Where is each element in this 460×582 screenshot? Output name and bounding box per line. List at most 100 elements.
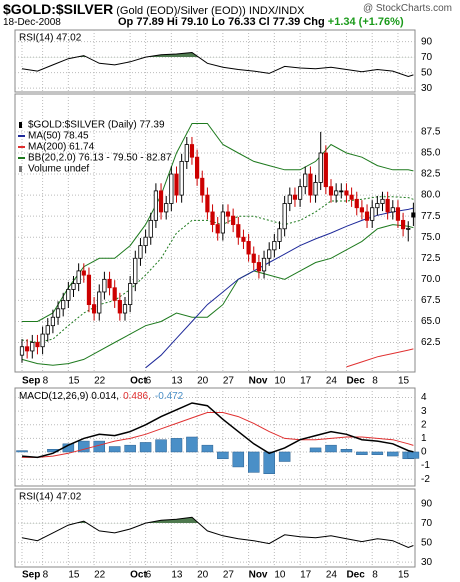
change-label: Chg [303, 16, 325, 28]
x-tick-label: 13 [171, 570, 183, 581]
candle-body [107, 278, 112, 289]
histogram-bar [248, 451, 260, 473]
histogram-bar [217, 451, 229, 460]
candle-body [370, 207, 375, 221]
candle-body [19, 346, 25, 356]
histogram-bar [108, 446, 121, 453]
candle-body [282, 203, 287, 230]
y-tick-label: 30 [421, 557, 433, 568]
y-tick-label: 75.0 [421, 232, 441, 243]
histogram-bar [407, 451, 420, 459]
x-tick-label: 10 [274, 570, 286, 581]
candle-body [267, 249, 272, 259]
y-tick-label: 62.5 [421, 337, 441, 348]
candle-body [50, 316, 56, 327]
candle-body [153, 190, 158, 221]
y-tick-label: 67.5 [421, 295, 441, 306]
y-tick-label: 1 [421, 433, 427, 444]
x-tick-label: 20 [197, 570, 209, 581]
histogram-bar [201, 444, 214, 453]
macd-line [21, 402, 414, 459]
candle-body [287, 194, 292, 204]
description: (Gold (EOD)/Silver (EOD)) [116, 5, 246, 17]
x-tick-label: Sep [22, 570, 40, 581]
histogram-bar [309, 447, 322, 453]
x-tick-label: Sep [22, 376, 40, 387]
candle-body [76, 270, 81, 284]
candle-body [313, 182, 318, 196]
candle-body [81, 270, 86, 276]
x-tick-label: 6 [146, 570, 152, 581]
candle-body [133, 257, 138, 284]
candle-body [406, 227, 411, 230]
candle-body [179, 160, 184, 196]
candle-body [364, 211, 370, 221]
candle-body [61, 299, 66, 310]
histogram-bar [371, 451, 384, 455]
legend-swatch [19, 166, 22, 172]
candle-body [184, 144, 189, 162]
candle-body [344, 190, 349, 196]
candle-body [117, 299, 122, 314]
candle-body [339, 190, 344, 193]
y-tick-label: 65.0 [421, 316, 441, 327]
x-tick-label: 8 [372, 376, 378, 387]
legend-label: $GOLD:$SILVER (Daily) 77.39 [28, 120, 165, 131]
bb-upper [22, 123, 414, 322]
change: +1.34 (+1.76%) [327, 16, 404, 28]
candle-body [174, 173, 179, 196]
candle-body [400, 219, 406, 230]
y-tick-label: 70.0 [421, 274, 441, 285]
candle-body [390, 207, 395, 213]
candle-body [380, 198, 385, 204]
candle-body [251, 253, 256, 263]
x-tick-label: 17 [300, 376, 312, 387]
rsi-line [21, 516, 414, 549]
y-tick-label: 3 [421, 406, 427, 417]
panel [14, 29, 416, 93]
candle-body [236, 224, 241, 238]
candle-body [30, 342, 35, 352]
panel-label: RSI(14) 47.02 [19, 492, 82, 503]
candle-body [272, 241, 277, 251]
header-title-row: $GOLD:$SILVER (Gold (EOD)/Silver (EOD)) … [3, 1, 305, 17]
candle-body [97, 291, 102, 314]
candle-body [200, 177, 205, 196]
x-tick-label: 22 [94, 570, 106, 581]
legend-label: Volume undef [28, 164, 89, 175]
legend-label: BB(20,2.0) 76.13 - 79.50 - 82.87 [28, 153, 172, 164]
x-tick-label: Nov [249, 376, 268, 387]
candle-body [25, 346, 30, 352]
candle-body [35, 342, 40, 348]
candle-body [55, 308, 61, 318]
candle-body [411, 212, 416, 218]
candle-body [256, 262, 262, 272]
candle-body [148, 219, 153, 238]
candle-body [102, 278, 107, 293]
y-tick-label: 30 [421, 83, 433, 94]
x-tick-label: 17 [300, 570, 312, 581]
candle-body [122, 304, 128, 314]
candle-body [318, 152, 323, 183]
candle-body [215, 224, 220, 234]
candle-body [303, 173, 308, 188]
candle-body [205, 194, 210, 213]
candle-body [385, 198, 390, 213]
source: @ StockCharts.com [362, 3, 452, 14]
candle-body [225, 211, 231, 217]
low: Lo 76.33 [211, 16, 256, 28]
x-tick-label: 20 [197, 376, 209, 387]
histogram-bar [124, 444, 136, 453]
y-tick-label: 72.5 [421, 253, 441, 264]
x-tick-label: 15 [68, 570, 80, 581]
candle-body [354, 198, 359, 209]
panel-label: RSI(14) 47.02 [19, 33, 82, 44]
x-tick-label: Dec [346, 570, 365, 581]
candle-body [334, 190, 339, 196]
x-tick-label: 15 [68, 376, 80, 387]
legend-label: 0.486, [123, 391, 151, 402]
candle-body [246, 241, 251, 255]
legend-label: MA(50) 78.45 [28, 131, 89, 142]
